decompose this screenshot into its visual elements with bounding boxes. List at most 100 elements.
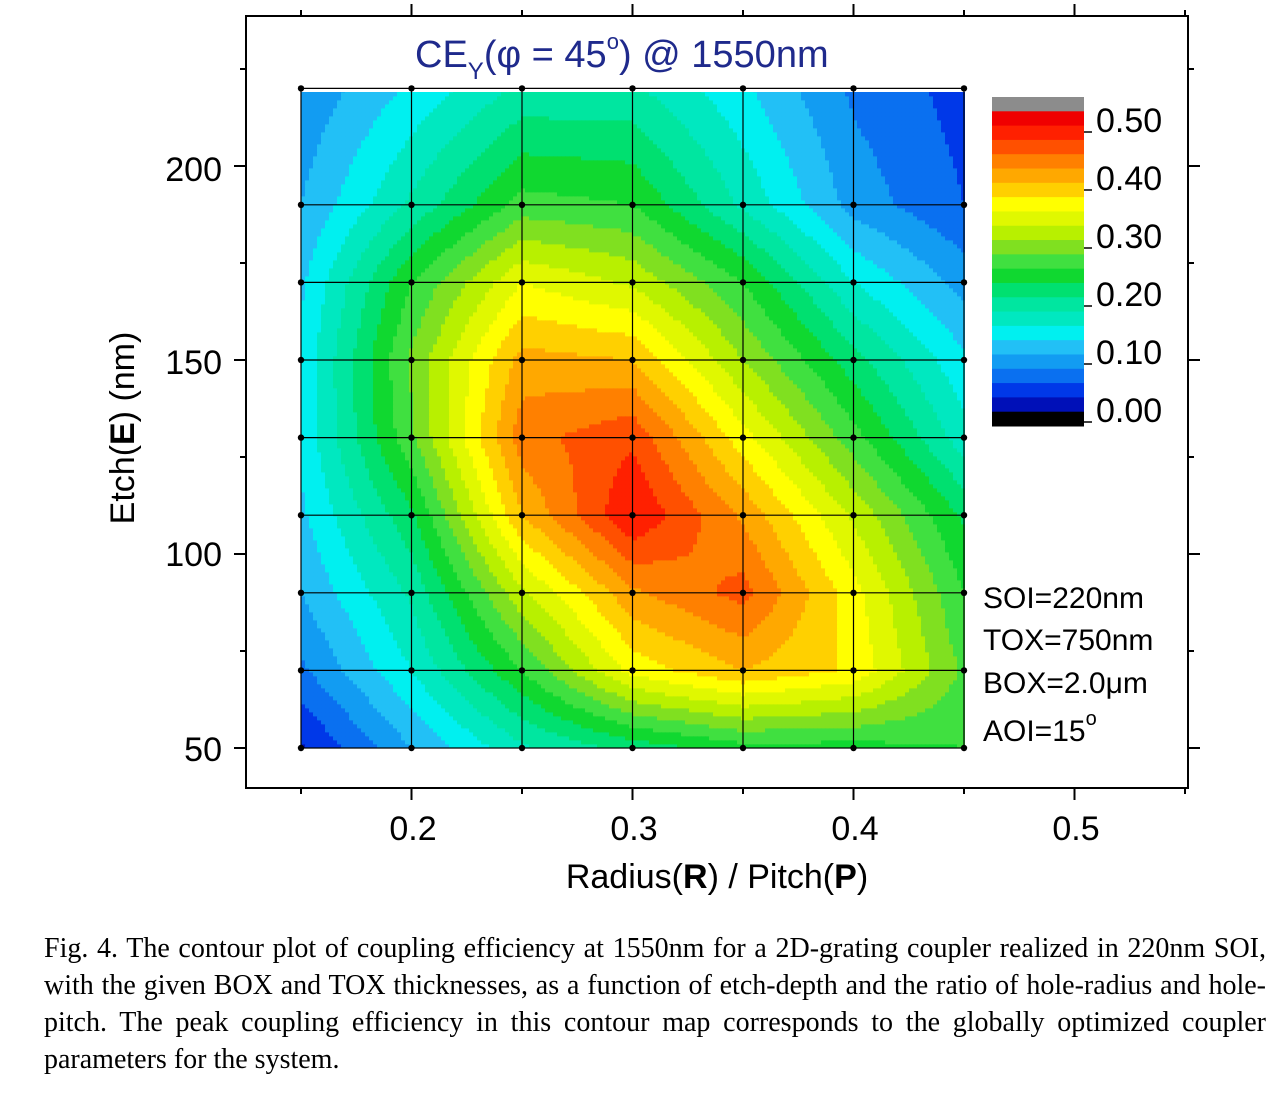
annotation-tox: TOX=750nm <box>983 624 1153 657</box>
colorbar-swatch <box>992 240 1084 255</box>
mesh-node <box>850 85 856 91</box>
colorbar-swatch <box>992 340 1084 355</box>
mesh-node <box>850 667 856 673</box>
x-tick-label: 0.2 <box>389 810 436 848</box>
mesh-node <box>519 357 525 363</box>
mesh-node <box>961 667 967 673</box>
y-tick-label: 50 <box>184 731 222 769</box>
mesh-node <box>519 85 525 91</box>
annotation-aoi: AOI=15o <box>983 708 1097 748</box>
colorbar-swatch <box>992 111 1084 126</box>
y-tick-label: 200 <box>165 151 222 189</box>
mesh-node <box>629 434 635 440</box>
colorbar-swatch <box>992 197 1084 212</box>
mesh-node <box>408 745 414 751</box>
mesh-node <box>850 279 856 285</box>
mesh-node <box>298 434 304 440</box>
colorbar-swatch <box>992 412 1084 427</box>
mesh-node <box>519 279 525 285</box>
colorbar-swatch <box>992 397 1084 412</box>
mesh-node <box>519 745 525 751</box>
mesh-node <box>298 590 304 596</box>
colorbar <box>992 97 1092 427</box>
colorbar-swatch <box>992 169 1084 184</box>
y-tick-label: 100 <box>165 536 222 574</box>
colorbar-swatch <box>992 226 1084 241</box>
mesh-node <box>519 434 525 440</box>
colorbar-swatch <box>992 97 1084 112</box>
colorbar-label: 0.10 <box>1096 334 1162 372</box>
mesh-node <box>740 357 746 363</box>
colorbar-swatch <box>992 154 1084 169</box>
mesh-node <box>961 357 967 363</box>
mesh-node <box>408 279 414 285</box>
mesh-node <box>519 667 525 673</box>
annotation-box: BOX=2.0μm <box>983 667 1148 700</box>
mesh-node <box>961 590 967 596</box>
colorbar-swatch <box>992 312 1084 327</box>
mesh-node <box>629 202 635 208</box>
colorbar-swatch <box>992 369 1084 384</box>
contour-fill <box>301 88 966 749</box>
mesh-node <box>519 202 525 208</box>
mesh-node <box>850 434 856 440</box>
mesh-node <box>629 279 635 285</box>
mesh-node <box>961 202 967 208</box>
colorbar-swatch <box>992 283 1084 298</box>
mesh-node <box>519 512 525 518</box>
colorbar-label: 0.50 <box>1096 102 1162 140</box>
y-axis-label: Etch(E) (nm) <box>104 332 142 525</box>
mesh-node <box>298 512 304 518</box>
mesh-node <box>850 512 856 518</box>
mesh-node <box>629 590 635 596</box>
colorbar-label: 0.20 <box>1096 276 1162 314</box>
mesh-node <box>298 85 304 91</box>
chart-title: CEY(φ = 45o) @ 1550nm <box>415 29 829 85</box>
colorbar-swatch <box>992 254 1084 269</box>
colorbar-label: 0.00 <box>1096 392 1162 430</box>
colorbar-swatch <box>992 326 1084 341</box>
colorbar-label: 0.30 <box>1096 218 1162 256</box>
y-tick-label: 150 <box>165 344 222 382</box>
mesh-node <box>629 85 635 91</box>
mesh-node <box>740 745 746 751</box>
colorbar-swatch <box>992 354 1084 369</box>
x-axis-label: Radius(R) / Pitch(P) <box>566 858 868 896</box>
mesh-node <box>961 85 967 91</box>
mesh-node <box>740 667 746 673</box>
mesh-node <box>298 667 304 673</box>
x-tick-label: 0.4 <box>831 810 878 848</box>
colorbar-swatch <box>992 297 1084 312</box>
contour-figure: 0.2 0.3 0.4 0.5 50 100 150 200 Radius(R)… <box>0 0 1284 920</box>
mesh-node <box>408 590 414 596</box>
mesh-node <box>408 202 414 208</box>
mesh-node <box>740 590 746 596</box>
x-tick-label: 0.3 <box>610 810 657 848</box>
colorbar-swatch <box>992 140 1084 155</box>
mesh-node <box>961 434 967 440</box>
x-tick-label: 0.5 <box>1052 810 1099 848</box>
colorbar-label: 0.40 <box>1096 160 1162 198</box>
mesh-node <box>408 512 414 518</box>
mesh-node <box>408 667 414 673</box>
mesh-node <box>850 745 856 751</box>
colorbar-swatch <box>992 126 1084 141</box>
mesh-node <box>408 434 414 440</box>
mesh-node <box>298 202 304 208</box>
mesh-node <box>850 357 856 363</box>
mesh-node <box>629 512 635 518</box>
mesh-node <box>961 512 967 518</box>
mesh-node <box>298 357 304 363</box>
mesh-node <box>850 590 856 596</box>
mesh-node <box>740 202 746 208</box>
mesh-node <box>740 512 746 518</box>
mesh-node <box>629 745 635 751</box>
mesh-node <box>408 357 414 363</box>
colorbar-swatch <box>992 211 1084 226</box>
mesh-node <box>298 745 304 751</box>
colorbar-swatch <box>992 383 1084 398</box>
mesh-node <box>850 202 856 208</box>
mesh-node <box>740 279 746 285</box>
mesh-node <box>298 279 304 285</box>
figure-caption: Fig. 4. The contour plot of coupling eff… <box>44 930 1266 1078</box>
